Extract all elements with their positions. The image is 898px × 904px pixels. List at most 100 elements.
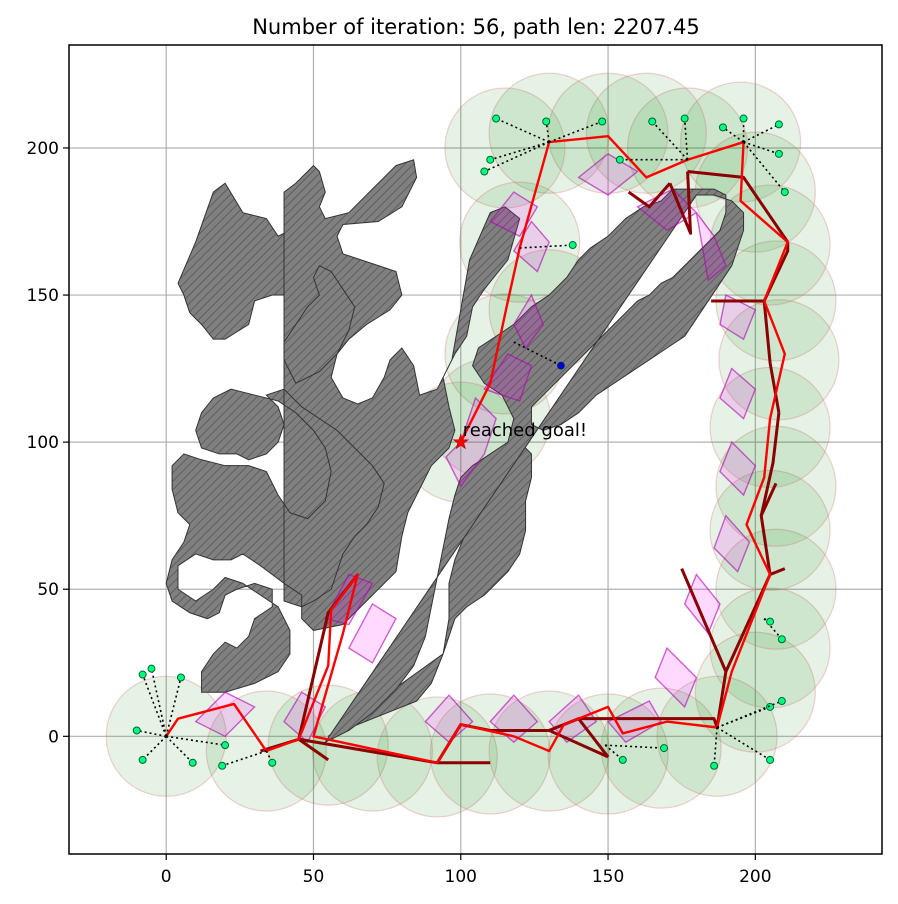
tree-edge	[759, 482, 778, 575]
node-link	[716, 726, 771, 761]
sample-node	[138, 755, 147, 764]
bubble-polygon	[695, 212, 727, 282]
bubble-polygon	[713, 514, 751, 573]
bubble-polygon	[512, 220, 550, 273]
sample-node	[268, 758, 277, 767]
node-link	[142, 735, 167, 761]
node-link	[743, 141, 780, 155]
bubble-polygon	[719, 440, 757, 497]
obstacle-polygon	[177, 182, 303, 340]
sampling-region-circle	[547, 72, 669, 194]
sample-node	[777, 697, 786, 706]
sample-node	[774, 120, 783, 129]
bubble-polygon	[719, 294, 757, 341]
node-link	[604, 744, 624, 761]
tree-edge	[668, 171, 693, 235]
x-tick-label: 150	[592, 867, 624, 887]
bubble-polygon	[483, 352, 533, 402]
bubble-polygon	[445, 396, 497, 488]
node-link	[489, 141, 550, 161]
node-link	[136, 729, 167, 738]
plot-frame	[68, 44, 883, 855]
tree-edge	[759, 412, 781, 517]
sample-node	[680, 114, 689, 123]
sample-node	[710, 761, 719, 770]
sample-node	[138, 670, 147, 679]
tree-edge	[490, 728, 609, 759]
y-tick-label: 0	[48, 727, 59, 747]
node-link	[513, 341, 562, 367]
bubble-polygon	[577, 152, 639, 196]
sample-node	[492, 114, 501, 123]
y-tick-label: 100	[27, 433, 59, 453]
y-tick-label: 50	[37, 580, 59, 600]
sample-nodes	[132, 114, 789, 770]
sample-node	[480, 167, 489, 176]
x-tick-label: 200	[739, 867, 771, 887]
obstacle-polygon	[283, 264, 356, 384]
sample-node	[615, 155, 624, 164]
y-tick-label: 200	[27, 139, 59, 159]
node-link	[743, 123, 780, 143]
sample-node	[218, 761, 227, 770]
node-link	[484, 141, 550, 173]
node-link	[150, 668, 167, 737]
sample-node	[777, 635, 786, 644]
sample-node	[486, 155, 495, 164]
sampling-region-circle	[547, 693, 669, 815]
sample-node	[718, 123, 727, 132]
sample-node	[766, 617, 775, 626]
x-tick-label: 100	[445, 867, 477, 887]
axis-ticks: 0 50 100 150 200 0 50 100 150 200	[27, 139, 772, 887]
bubble-polygon	[194, 691, 256, 738]
sample-node	[598, 117, 607, 126]
bubble-polygon	[347, 602, 397, 664]
node-link	[165, 735, 194, 764]
sampling-region-circle	[694, 631, 816, 753]
goal-marker-group: reached goal!	[452, 420, 587, 450]
node-link	[713, 727, 718, 766]
node-link	[722, 126, 745, 143]
sample-node	[176, 673, 185, 682]
node-link	[545, 121, 550, 143]
sample-node	[618, 755, 627, 764]
y-tick-label: 150	[27, 286, 59, 306]
sample-node	[221, 741, 230, 750]
current-sample-node	[557, 362, 565, 370]
node-link	[141, 674, 167, 737]
goal-annotation: reached goal!	[463, 420, 587, 441]
tree-edge	[627, 182, 672, 209]
sample-node	[542, 117, 551, 126]
bubble-polygon	[512, 293, 545, 350]
sample-node	[766, 755, 775, 764]
bubble-polygon	[719, 367, 757, 420]
sampling-region-circle	[715, 528, 837, 650]
sample-node	[780, 188, 789, 197]
sample-node	[660, 744, 669, 753]
sample-node	[568, 241, 577, 250]
sample-node	[766, 702, 775, 711]
sampling-region-circle	[656, 675, 778, 797]
collision-free-bubbles	[194, 152, 757, 744]
bubble-polygon	[324, 573, 374, 626]
sample-node	[648, 117, 657, 126]
sample-node	[774, 149, 783, 158]
sample-node	[132, 726, 141, 735]
node-link	[742, 141, 786, 193]
node-link	[651, 120, 689, 161]
tree-edge	[687, 170, 789, 243]
sample-node	[147, 664, 156, 673]
x-tick-label: 50	[303, 867, 325, 887]
chart-title: Number of iteration: 56, path len: 2207.…	[252, 15, 700, 39]
node-link	[519, 244, 573, 249]
node-link	[716, 700, 783, 729]
sample-node	[739, 114, 748, 123]
sample-node	[188, 758, 197, 767]
x-tick-label: 0	[161, 867, 172, 887]
bubble-polygon	[654, 646, 698, 709]
goal-marker	[452, 433, 470, 450]
obstacle-polygon	[165, 159, 521, 693]
bubble-polygon	[424, 694, 474, 744]
node-link	[683, 118, 689, 160]
